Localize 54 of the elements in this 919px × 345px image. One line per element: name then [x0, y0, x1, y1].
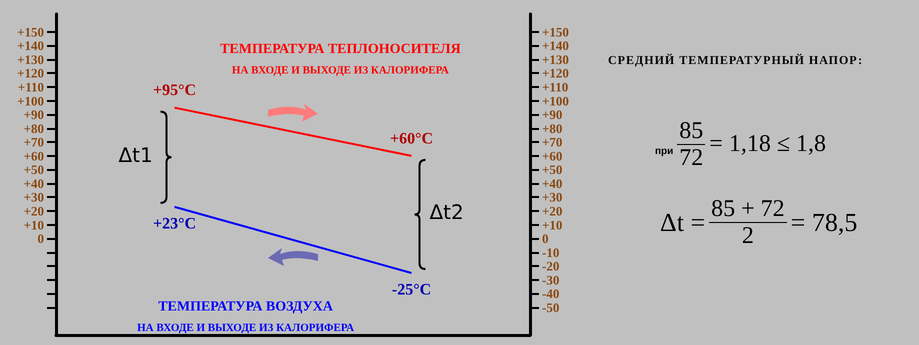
y-tick-label: +90	[24, 107, 44, 122]
y2-tick-label: +50	[542, 162, 562, 178]
y2-tick-label: +80	[542, 120, 562, 136]
y-tick-label: +50	[24, 162, 44, 178]
y-tick-label: +150	[17, 24, 44, 40]
y2-tick-label: -20	[542, 258, 560, 274]
y2-tick-label: +30	[542, 190, 562, 205]
y-tick-label: +40	[24, 176, 44, 191]
y-tick-label: +130	[17, 52, 44, 67]
y2-tick-label: +130	[542, 52, 569, 67]
y2-tick-label: -50	[542, 300, 560, 315]
text: 2	[742, 223, 754, 250]
y-tick-label: +10	[24, 217, 44, 232]
y2-tick-label: +90	[542, 107, 562, 122]
annotation: Δt2	[430, 200, 464, 224]
y-tick-label: +100	[17, 93, 44, 108]
text: СРЕДНИЙ ТЕМПЕРАТУРНЫЙ НАПОР:	[608, 53, 864, 68]
y2-tick-label: +110	[542, 80, 568, 95]
y2-tick-label: -40	[542, 286, 560, 302]
text: ТЕМПЕРАТУРА ВОЗДУХА НА ВХОДЕ И ВЫХОДЕ ИЗ КАЛОРИФЕРА	[137, 300, 354, 334]
text: 85 + 72	[709, 196, 787, 224]
y-tick-label: +60	[24, 148, 44, 164]
y2-tick-label: -30	[542, 272, 560, 288]
y-tick-label: +70	[24, 134, 44, 150]
y-tick-label: 0	[38, 231, 44, 246]
y2-tick-label: +20	[542, 204, 562, 219]
y2-tick-label: +40	[542, 176, 562, 191]
y-tick-label: +20	[24, 204, 44, 219]
data-label: +60°C	[390, 130, 434, 148]
y-tick-label: +80	[24, 120, 44, 136]
y2-tick-label: -10	[542, 244, 560, 260]
y-tick-label: +140	[17, 38, 44, 54]
y2-tick-label: +10	[542, 217, 562, 232]
data-label: +95°C	[152, 82, 196, 100]
y2-tick-label: +100	[542, 93, 569, 108]
text: = 1,18 ≤ 1,8	[709, 131, 826, 158]
text: = 78,5	[790, 208, 858, 238]
y-tick-label: +110	[18, 80, 44, 95]
text: при	[655, 146, 674, 158]
text: 72	[679, 145, 704, 172]
y2-tick-label: +60	[542, 148, 562, 164]
text: Δt =	[660, 208, 706, 238]
annotation: Δt1	[118, 143, 153, 168]
text: 85	[677, 118, 706, 146]
y2-tick-label: +150	[542, 24, 569, 40]
y2-tick-label: +70	[542, 134, 562, 150]
y-tick-label: +120	[17, 66, 44, 81]
data-label: +23°C	[152, 215, 196, 232]
y2-tick-label: +120	[542, 66, 569, 81]
y2-tick-label: 0	[542, 231, 548, 246]
data-label: -25°C	[392, 282, 432, 299]
y-tick-label: +30	[24, 190, 44, 205]
text: ТЕМПЕРАТУРА ТЕПЛОНОСИТЕЛЯ НА ВХОДЕ И ВЫХОДЕ ИЗ КАЛОРИФЕРА	[220, 42, 461, 77]
y2-tick-label: +140	[542, 38, 569, 54]
